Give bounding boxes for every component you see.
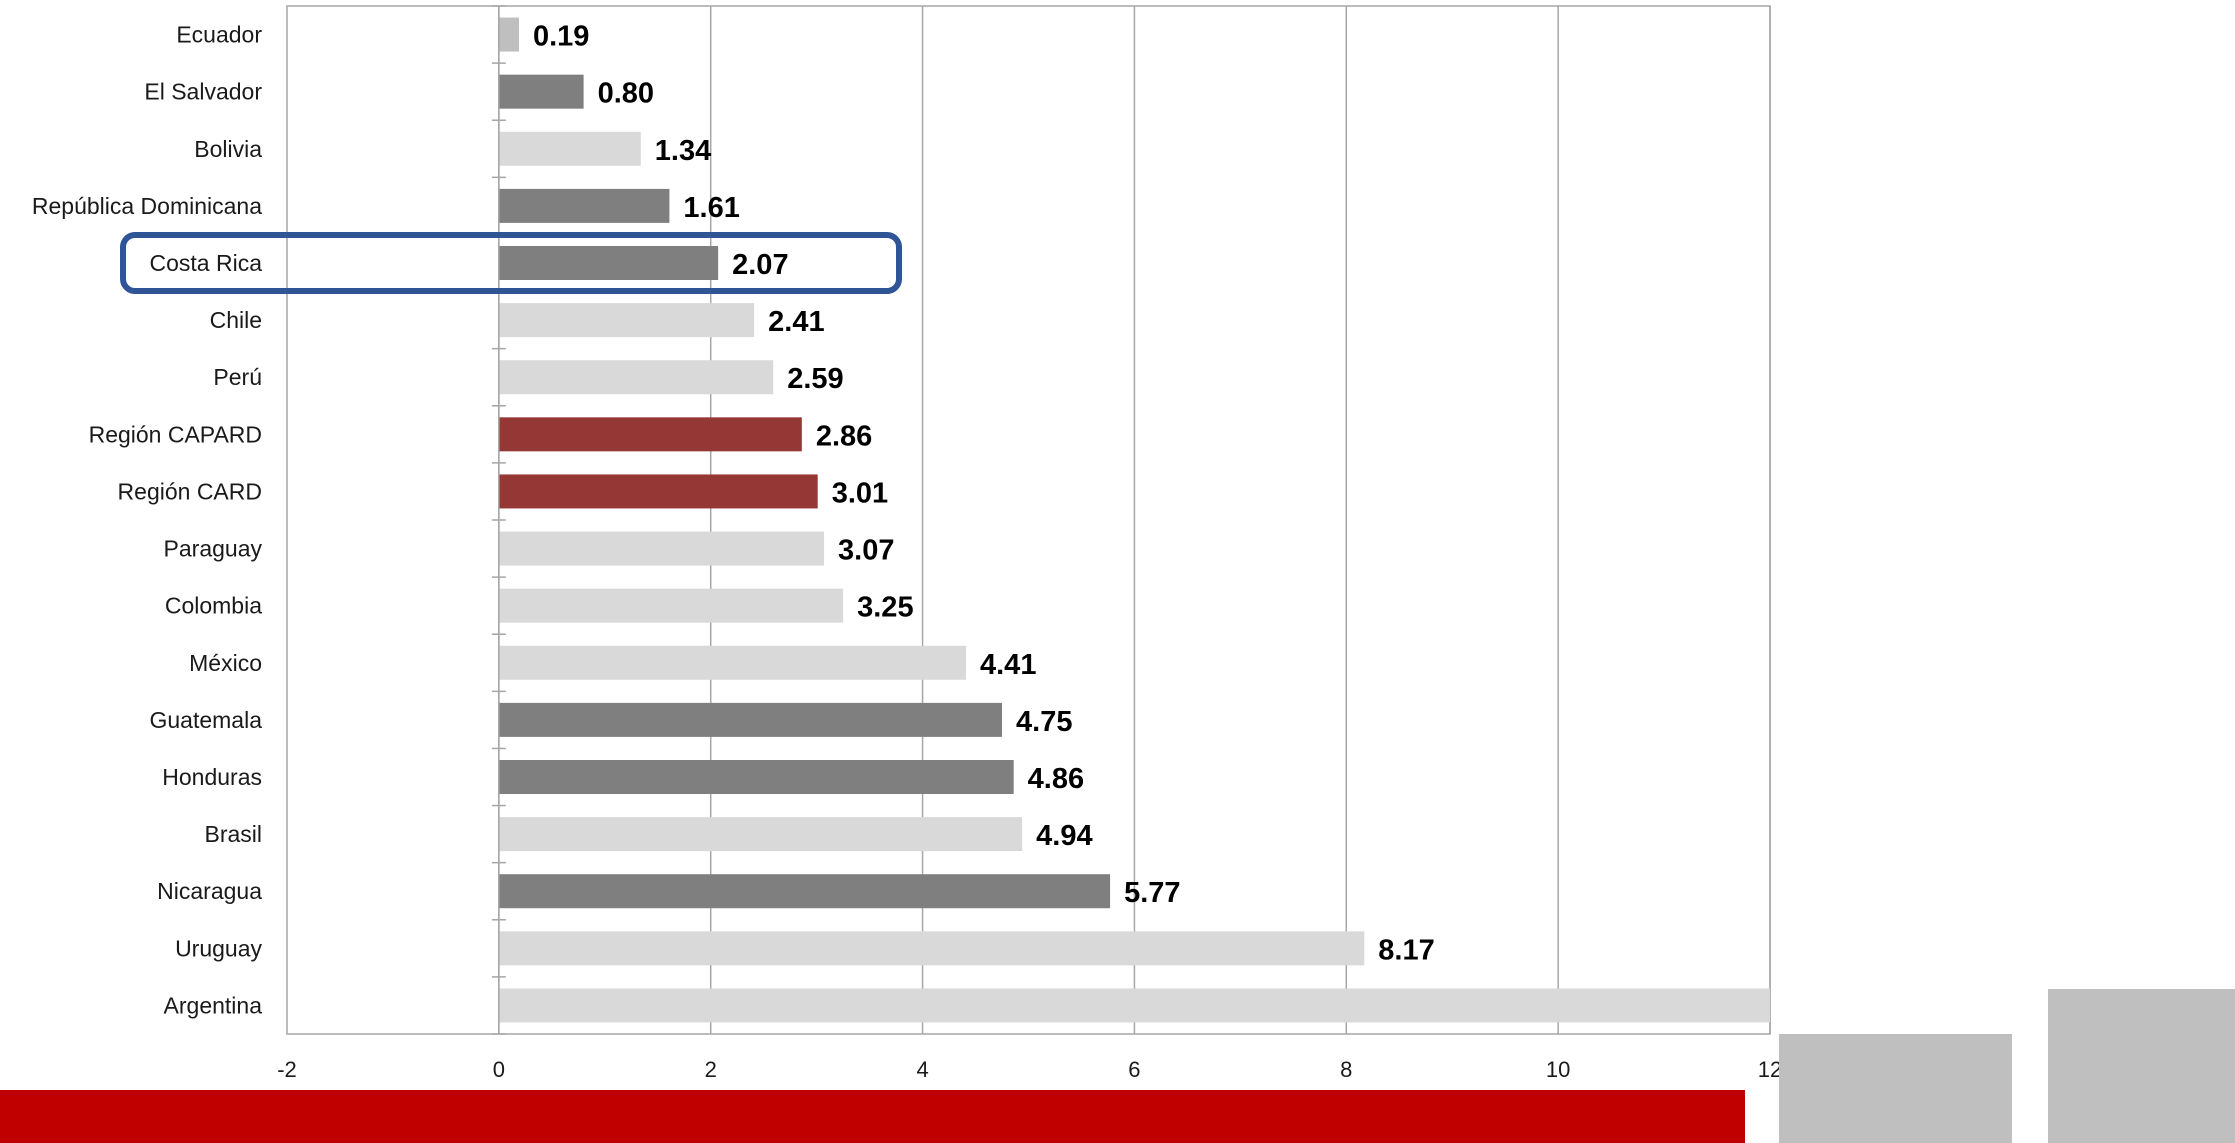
footer-gray-block-right: [2048, 989, 2235, 1143]
highlight: [120, 232, 902, 294]
highlight-box: [120, 232, 902, 294]
category-label-17: Argentina: [164, 992, 263, 1018]
category-label-8: Región CARD: [118, 478, 262, 504]
value-label-0: 0.19: [533, 21, 589, 53]
bar-12: [498, 702, 1003, 737]
value-label-7: 2.86: [816, 420, 872, 452]
value-label-12: 4.75: [1016, 706, 1072, 738]
bar-5: [498, 303, 755, 338]
category-label-7: Región CAPARD: [89, 421, 262, 447]
category-label-2: Bolivia: [194, 136, 262, 162]
value-label-14: 4.94: [1036, 820, 1092, 852]
category-label-0: Ecuador: [176, 22, 262, 48]
bar-0: [498, 17, 519, 52]
category-label-15: Nicaragua: [157, 878, 262, 904]
category-label-3: República Dominicana: [32, 193, 262, 219]
bar-15: [498, 874, 1111, 909]
x-tick-label-3: 4: [916, 1057, 928, 1082]
axes: -2 0 2 4 6 8 10 12: [277, 5, 1782, 1082]
bar-7: [498, 417, 802, 452]
bar-3: [498, 188, 670, 223]
category-label-10: Colombia: [165, 593, 262, 619]
value-label-9: 3.07: [838, 535, 894, 567]
bar-6: [498, 360, 774, 395]
footer-gray-block-left: [1779, 1034, 2012, 1143]
bar-8: [498, 474, 818, 509]
labels: Ecuador 0.19 El Salvador 0.80 Bolivia 1.34 Rep…: [32, 21, 1435, 1019]
category-label-13: Honduras: [162, 764, 262, 790]
value-label-2: 1.34: [655, 135, 711, 167]
category-label-14: Brasil: [204, 821, 262, 847]
value-label-16: 8.17: [1378, 934, 1434, 966]
value-label-8: 3.01: [832, 477, 888, 509]
bar-9: [498, 531, 825, 566]
category-label-12: Guatemala: [149, 707, 262, 733]
category-label-9: Paraguay: [164, 536, 263, 562]
bar-1: [498, 74, 584, 109]
bar-16: [498, 931, 1365, 966]
value-label-5: 2.41: [768, 306, 824, 338]
bars: [498, 17, 1770, 1023]
bar-14: [498, 817, 1023, 852]
value-label-4: 2.07: [732, 249, 788, 281]
value-label-10: 3.25: [857, 592, 913, 624]
category-label-16: Uruguay: [175, 935, 262, 961]
bar-4: [498, 246, 719, 280]
value-label-6: 2.59: [787, 363, 843, 395]
value-label-1: 0.80: [598, 78, 654, 110]
value-label-15: 5.77: [1124, 877, 1180, 909]
x-tick-label-4: 6: [1128, 1057, 1140, 1082]
value-label-3: 1.61: [683, 192, 739, 224]
x-tick-label-7: 12: [1758, 1057, 1782, 1082]
bar-11: [498, 645, 967, 680]
bar-2: [498, 131, 641, 166]
category-label-11: México: [189, 650, 262, 676]
bar-17: [498, 988, 1770, 1023]
category-label-4: Costa Rica: [150, 250, 263, 276]
x-tick-label-1: 0: [493, 1057, 505, 1082]
bar-13: [498, 760, 1014, 794]
category-label-6: Perú: [213, 364, 262, 390]
bar-10: [498, 588, 844, 623]
x-tick-label-0: -2: [277, 1057, 297, 1082]
value-label-13: 4.86: [1028, 763, 1084, 795]
footer-red-band: [0, 1090, 1745, 1143]
value-label-11: 4.41: [980, 649, 1036, 681]
category-label-1: El Salvador: [144, 79, 262, 105]
x-tick-label-2: 2: [705, 1057, 717, 1082]
category-label-5: Chile: [210, 307, 262, 333]
x-tick-label-6: 10: [1546, 1057, 1570, 1082]
x-tick-label-5: 8: [1340, 1057, 1352, 1082]
